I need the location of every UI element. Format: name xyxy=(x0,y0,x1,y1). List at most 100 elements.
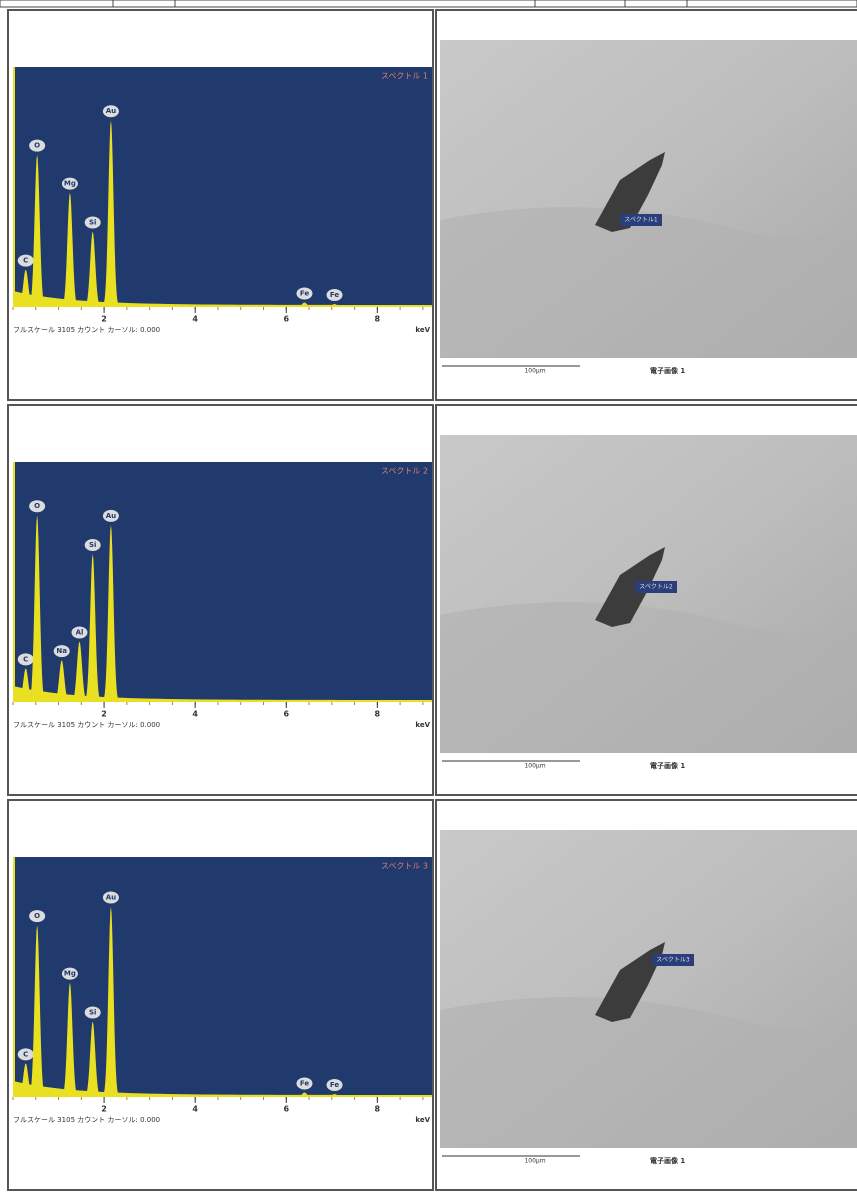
spectrum: スペクトル 2 C O Na Al Si Au 2 4 6 8 フルスケール 3105 カウント カー… xyxy=(12,462,432,740)
spectrum-name: スペクトル 2 xyxy=(381,467,428,476)
sem-caption: 電子画像 1 xyxy=(650,1156,685,1165)
peak xyxy=(69,641,90,702)
peak xyxy=(82,231,103,307)
peak-label: C xyxy=(23,257,28,265)
peak-label: O xyxy=(34,912,40,920)
peak xyxy=(82,554,103,702)
peak-label: Si xyxy=(89,219,96,227)
sem-marker: スペクトル3 xyxy=(656,957,690,964)
peak xyxy=(59,192,80,307)
header-strip xyxy=(0,0,857,8)
peak-label-badge xyxy=(102,509,119,522)
tick-label: 4 xyxy=(192,315,198,324)
peak xyxy=(27,925,48,1097)
peak-label-badge xyxy=(29,910,46,923)
peak-label-badge xyxy=(61,967,78,980)
peak-label: Fe xyxy=(300,290,309,298)
sem-image: スペクトル1 100µm 電子画像 1 xyxy=(440,40,857,384)
tick-label: 6 xyxy=(283,710,289,719)
peak-label-badge xyxy=(296,287,313,300)
spectrum: スペクトル 3 C O Mg Si Au Fe Fe 2 4 6 8 フルスケール 3105 カウント … xyxy=(12,857,432,1135)
peak-label: Au xyxy=(106,107,116,115)
peak xyxy=(324,1094,345,1097)
tick-label: 4 xyxy=(192,710,198,719)
peak-label-badge xyxy=(17,254,34,267)
peak-label-badge xyxy=(53,645,70,658)
peak xyxy=(15,1063,36,1097)
peak-label: Si xyxy=(89,1009,96,1017)
spectrum-unit: keV xyxy=(415,326,430,334)
tick-label: 8 xyxy=(375,710,381,719)
peak xyxy=(82,1021,103,1097)
spectrum-unit: keV xyxy=(415,1116,430,1124)
tick-label: 2 xyxy=(101,315,107,324)
peak xyxy=(27,515,48,702)
spectrum-strip xyxy=(13,702,432,740)
peak-label: C xyxy=(23,1050,28,1058)
peak-label-badge xyxy=(29,139,46,152)
peak-label-badge xyxy=(84,1006,101,1019)
sem-image: スペクトル2 100µm 電子画像 1 xyxy=(440,435,857,779)
peak-label: Fe xyxy=(300,1080,309,1088)
spectrum-footer: フルスケール 3105 カウント カーソル: 0.000 xyxy=(13,1116,160,1124)
sem-strip xyxy=(440,753,857,779)
peak-label-badge xyxy=(17,1048,34,1061)
tick-label: 4 xyxy=(192,1105,198,1114)
sem-scale: 100µm xyxy=(524,368,545,375)
spectrum-name: スペクトル 3 xyxy=(381,862,428,871)
peak xyxy=(27,154,48,307)
peak-label: Au xyxy=(106,893,116,901)
peak-label-badge xyxy=(102,891,119,904)
sem-particle xyxy=(595,152,665,232)
spectrum-footer: フルスケール 3105 カウント カーソル: 0.000 xyxy=(13,326,160,334)
sem-shade xyxy=(440,920,857,1148)
peak xyxy=(100,120,121,308)
spectrum-name: スペクトル 1 xyxy=(381,72,428,81)
sem-particle xyxy=(595,547,665,627)
spectrum-plot xyxy=(13,462,432,702)
spectrum-strip xyxy=(13,1097,432,1135)
sem-shade xyxy=(440,525,857,753)
peak-label-badge xyxy=(102,105,119,118)
peak xyxy=(100,906,121,1097)
tick-label: 2 xyxy=(101,710,107,719)
peak-label-badge xyxy=(84,216,101,229)
peak-label-badge xyxy=(17,653,34,666)
peak-label-badge xyxy=(326,289,343,302)
sem-scale: 100µm xyxy=(524,1158,545,1165)
tick-label: 6 xyxy=(283,315,289,324)
sem-scale: 100µm xyxy=(524,763,545,770)
peak-label: Na xyxy=(56,647,67,655)
peak xyxy=(15,668,36,702)
sem-caption: 電子画像 1 xyxy=(650,761,685,770)
spectrum-strip xyxy=(13,307,432,345)
peak-label-badge xyxy=(296,1077,313,1090)
peak-label-badge xyxy=(84,539,101,552)
table-row: スペクトル 1 C O Mg Si Au Fe Fe 2 4 6 8 フルスケール 3105 カウント … xyxy=(7,9,857,401)
peak-label-badge xyxy=(326,1079,343,1092)
peak xyxy=(100,524,121,702)
spectrum-plot xyxy=(13,857,432,1097)
peak-label: O xyxy=(34,502,40,510)
sem-strip xyxy=(440,358,857,384)
peak-label: Mg xyxy=(64,970,76,978)
peak xyxy=(294,1092,315,1097)
spectrum-footer: フルスケール 3105 カウント カーソル: 0.000 xyxy=(13,721,160,729)
peak xyxy=(51,660,72,702)
tick-label: 2 xyxy=(101,1105,107,1114)
peak xyxy=(324,304,345,307)
peak xyxy=(294,302,315,307)
peak-label: Au xyxy=(106,512,116,520)
spectrum: スペクトル 1 C O Mg Si Au Fe Fe 2 4 6 8 フルスケール 3105 カウント … xyxy=(12,67,432,345)
peak xyxy=(15,269,36,307)
peak-label: Fe xyxy=(330,1081,339,1089)
sem-marker-box xyxy=(652,954,694,966)
spectrum-plot xyxy=(13,67,432,307)
tick-label: 6 xyxy=(283,1105,289,1114)
tick-label: 8 xyxy=(375,315,381,324)
peak-label-badge xyxy=(29,500,46,513)
spectrum-unit: keV xyxy=(415,721,430,729)
sem-strip xyxy=(440,1148,857,1174)
peak-label: Fe xyxy=(330,291,339,299)
